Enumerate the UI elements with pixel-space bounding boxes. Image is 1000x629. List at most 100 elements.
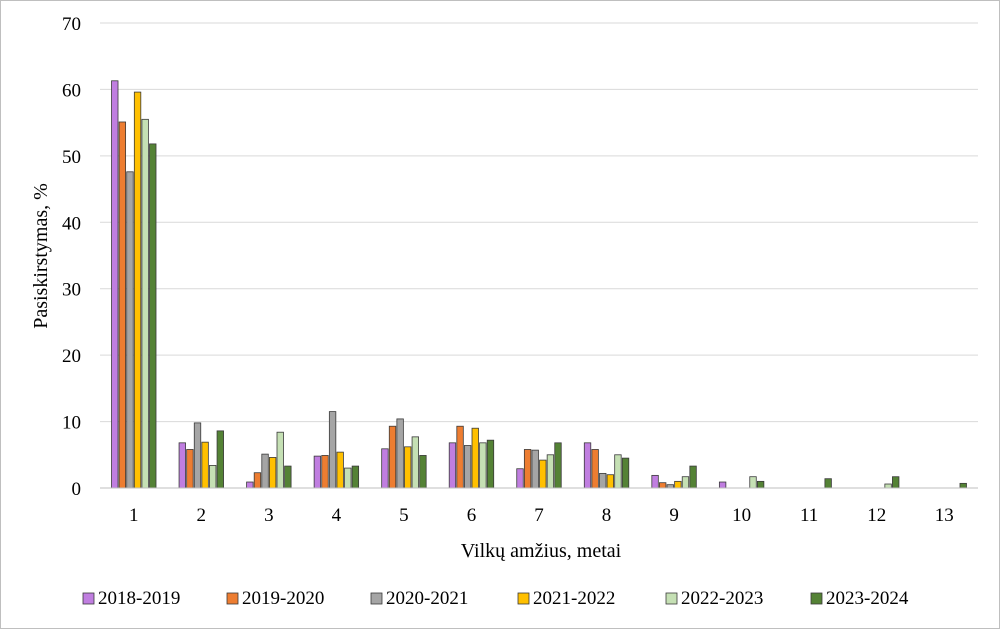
- legend-label-2020-2021: 2020-2021: [386, 588, 468, 609]
- bar-2020-2021-age-4: [328, 411, 337, 489]
- y-tick-label: 50: [62, 147, 81, 168]
- bar-2022-2023-age-12: [884, 483, 892, 489]
- bar-2020-2021-age-1: [126, 171, 134, 489]
- bar-2018-2019-age-5: [381, 448, 389, 489]
- gridlines: [100, 22, 978, 423]
- bar-2019-2020-age-1: [118, 121, 127, 489]
- y-tick-label: 40: [62, 213, 81, 234]
- bar-2023-2024-age-6: [486, 439, 495, 489]
- y-tick-label: 70: [62, 14, 81, 35]
- bar-2022-2023-age-5: [411, 436, 419, 489]
- bar-2022-2023-age-9: [681, 476, 690, 489]
- bar-2018-2019-age-7: [516, 468, 524, 489]
- bar-2023-2024-age-4: [351, 465, 360, 489]
- legend-swatch-2020-2021: [370, 592, 383, 605]
- bar-2020-2021-age-8: [599, 472, 607, 489]
- bar-2023-2024-age-9: [689, 465, 697, 489]
- bar-2021-2022-age-3: [268, 457, 277, 489]
- y-tick-label: 10: [62, 413, 81, 434]
- bar-2022-2023-age-8: [614, 454, 622, 489]
- bar-2022-2023-age-3: [276, 431, 284, 489]
- x-tick-label: 11: [800, 505, 818, 526]
- bar-2019-2020-age-9: [659, 482, 667, 489]
- legend-swatch-2023-2024: [810, 592, 823, 605]
- x-tick-label: 6: [467, 505, 477, 526]
- x-tick-label: 12: [867, 505, 886, 526]
- bar-2018-2019-age-6: [448, 442, 457, 489]
- bar-2023-2024-age-8: [621, 457, 630, 489]
- legend-label-2023-2024: 2023-2024: [826, 588, 909, 609]
- bar-2019-2020-age-3: [253, 472, 262, 489]
- bar-2019-2020-age-6: [456, 425, 464, 489]
- bar-2018-2019-age-4: [313, 455, 322, 489]
- legend-swatch-2021-2022: [517, 592, 530, 605]
- legend-label-2022-2023: 2022-2023: [681, 588, 763, 609]
- bar-2020-2021-age-3: [261, 453, 269, 489]
- bar-2020-2021-age-6: [464, 445, 472, 489]
- bar-2023-2024-age-2: [216, 430, 224, 489]
- legend-label-2021-2022: 2021-2022: [533, 588, 615, 609]
- bar-2022-2023-age-6: [479, 442, 487, 489]
- bar-2023-2024-age-11: [824, 478, 832, 489]
- bar-2019-2020-age-4: [321, 455, 329, 489]
- x-tick-label: 9: [669, 505, 679, 526]
- bar-2020-2021-age-5: [396, 418, 404, 489]
- bar-2022-2023-age-1: [141, 118, 149, 489]
- x-tick-label: 3: [264, 505, 274, 526]
- bar-2020-2021-age-2: [193, 422, 202, 489]
- x-tick-label: 5: [399, 505, 409, 526]
- bar-2023-2024-age-7: [554, 442, 562, 489]
- bar-2021-2022-age-5: [404, 446, 412, 489]
- bar-2023-2024-age-1: [149, 143, 157, 489]
- bar-2023-2024-age-12: [892, 476, 900, 489]
- bar-2020-2021-age-7: [531, 449, 539, 489]
- legend-swatch-2018-2019: [82, 592, 95, 605]
- x-tick-label: 1: [129, 505, 139, 526]
- y-axis-title: Pasiskirstymas, %: [30, 183, 52, 329]
- bar-2019-2020-age-2: [186, 449, 194, 489]
- y-tick-label: 20: [62, 346, 81, 367]
- bar-2022-2023-age-10: [749, 476, 757, 489]
- x-tick-label: 13: [935, 505, 954, 526]
- bar-2022-2023-age-4: [344, 467, 352, 489]
- bar-2019-2020-age-7: [523, 449, 532, 489]
- legend-swatch-2022-2023: [665, 592, 678, 605]
- y-tick-label: 0: [72, 479, 82, 500]
- bar-2021-2022-age-8: [606, 474, 614, 489]
- bar-2019-2020-age-5: [388, 425, 397, 489]
- legend-label-2019-2020: 2019-2020: [242, 588, 324, 609]
- bar-2018-2019-age-1: [111, 80, 119, 489]
- bar-2023-2024-age-5: [419, 455, 427, 489]
- bar-2021-2022-age-2: [201, 441, 209, 489]
- bar-2021-2022-age-1: [133, 91, 142, 489]
- bar-2018-2019-age-10: [718, 481, 727, 489]
- bar-2018-2019-age-8: [583, 442, 592, 489]
- legend-swatch-2019-2020: [226, 592, 239, 605]
- bar-2018-2019-age-9: [651, 474, 659, 489]
- bars: [111, 80, 967, 489]
- y-tick-label: 30: [62, 280, 81, 301]
- bar-2018-2019-age-2: [178, 442, 186, 489]
- bar-2022-2023-age-2: [209, 465, 217, 489]
- x-tick-label: 8: [602, 505, 612, 526]
- bar-2023-2024-age-10: [756, 480, 765, 489]
- legend-label-2018-2019: 2018-2019: [98, 588, 180, 609]
- bar-2019-2020-age-8: [591, 449, 599, 489]
- x-tick-label: 7: [534, 505, 544, 526]
- bar-2022-2023-age-7: [546, 454, 555, 489]
- bar-2018-2019-age-3: [246, 481, 254, 489]
- bar-2021-2022-age-7: [539, 459, 547, 489]
- legend: 2018-2019 2019-2020 2020-2021 2021-2022 2022…: [82, 588, 909, 609]
- x-axis-title: Vilkų amžius, metai: [461, 540, 622, 562]
- bar-2021-2022-age-4: [336, 451, 344, 489]
- x-tick-label: 2: [197, 505, 207, 526]
- bar-2021-2022-age-6: [471, 427, 479, 489]
- y-tick-label: 60: [62, 80, 81, 101]
- x-tick-label: 10: [732, 505, 751, 526]
- bar-2023-2024-age-13: [959, 482, 967, 489]
- bar-2023-2024-age-3: [284, 465, 292, 489]
- bar-2021-2022-age-9: [674, 480, 682, 489]
